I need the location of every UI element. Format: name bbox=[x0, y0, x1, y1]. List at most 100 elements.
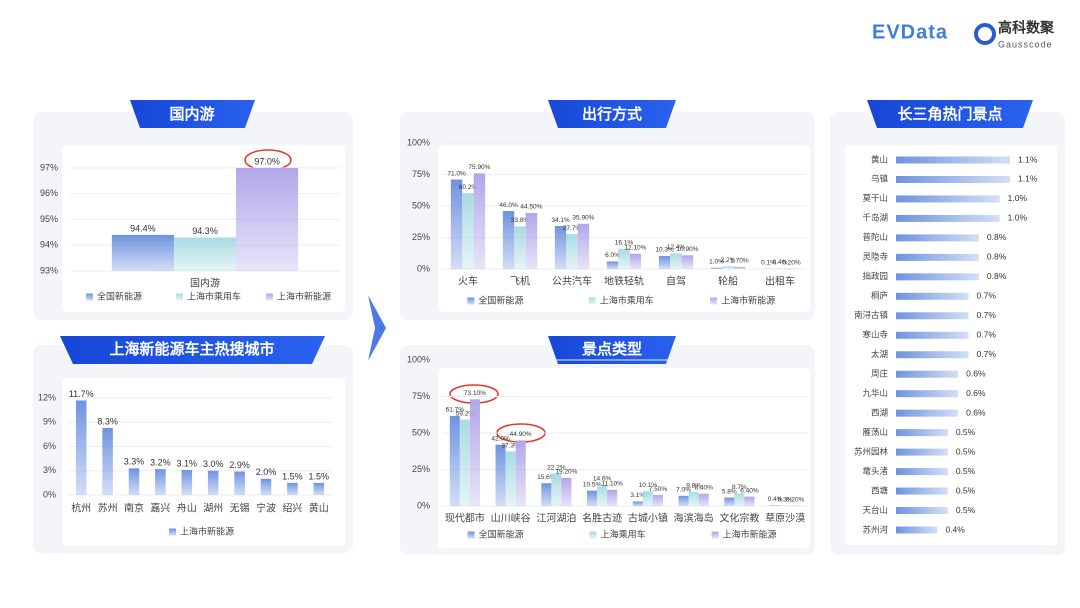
y-tick-label: 周庄 bbox=[871, 368, 889, 378]
y-tick-label: 75% bbox=[412, 391, 430, 401]
x-tick-label: 自驾 bbox=[666, 275, 686, 288]
bar bbox=[896, 429, 948, 437]
value-label: 2.9% bbox=[229, 460, 250, 470]
value-label: 15.6% bbox=[537, 474, 556, 481]
x-tick-label: 山川峡谷 bbox=[491, 512, 531, 525]
value-label: 0.7% bbox=[977, 349, 997, 359]
value-label: 12.10% bbox=[624, 244, 646, 251]
y-tick-label: 南浔古镇 bbox=[854, 310, 889, 320]
bar bbox=[632, 501, 643, 506]
bar bbox=[597, 484, 608, 506]
bar bbox=[734, 493, 745, 506]
y-tick-label: 100% bbox=[407, 354, 430, 364]
y-tick-label: 97% bbox=[40, 162, 58, 172]
value-label: 12.4% bbox=[667, 244, 686, 251]
bar bbox=[733, 266, 746, 269]
bar bbox=[515, 440, 526, 506]
value-label: 2.0% bbox=[256, 467, 277, 477]
legend-swatch bbox=[588, 297, 596, 305]
value-label: 46.0% bbox=[499, 202, 518, 209]
y-tick-label: 灵隐寺 bbox=[862, 252, 888, 262]
value-label: 3.2% bbox=[150, 458, 171, 468]
y-tick-label: 天台山 bbox=[862, 505, 888, 515]
value-label: 0.4% bbox=[945, 524, 965, 534]
value-label: 44.50% bbox=[520, 204, 542, 211]
bar bbox=[287, 482, 298, 495]
value-label: 10.90% bbox=[676, 246, 698, 253]
legend-swatch bbox=[169, 528, 176, 536]
y-tick-label: 9% bbox=[43, 417, 56, 427]
bar bbox=[710, 267, 723, 269]
y-tick-label: 3% bbox=[43, 465, 56, 475]
legend-label: 上海市乘用车 bbox=[600, 294, 654, 305]
value-label: 0.5% bbox=[956, 427, 976, 437]
value-label: 94.3% bbox=[192, 226, 218, 236]
bar bbox=[896, 448, 948, 456]
bar bbox=[652, 495, 663, 506]
bar bbox=[896, 351, 969, 359]
bar bbox=[896, 234, 979, 242]
bar bbox=[181, 469, 193, 495]
y-tick-label: 苏州河 bbox=[862, 524, 888, 534]
bar bbox=[744, 496, 755, 506]
y-tick-label: 75% bbox=[412, 169, 430, 179]
value-label: 0.7% bbox=[977, 330, 997, 340]
y-tick-label: 西湖 bbox=[871, 407, 888, 417]
value-label: 3.1% bbox=[177, 458, 198, 468]
x-tick-label: 舟山 bbox=[177, 502, 197, 515]
value-label: 44.90% bbox=[510, 431, 532, 438]
bar bbox=[896, 156, 1010, 164]
x-tick-label: 文化宗教 bbox=[719, 512, 759, 525]
banner bbox=[60, 336, 325, 364]
value-label: 3.0% bbox=[203, 459, 224, 469]
bar bbox=[587, 490, 598, 506]
value-label: 0.8% bbox=[987, 232, 1007, 242]
bar bbox=[260, 478, 272, 495]
x-tick-label: 江河湖泊 bbox=[536, 513, 576, 525]
value-label: 2.2% bbox=[721, 257, 736, 264]
value-label: 0.5% bbox=[956, 466, 976, 476]
value-label: 0.8% bbox=[987, 271, 1007, 281]
value-label: 0.20% bbox=[786, 496, 805, 503]
x-tick-label: 飞机 bbox=[510, 275, 530, 288]
value-label: 75.90% bbox=[468, 164, 490, 171]
bar bbox=[577, 223, 590, 269]
legend-label: 上海市新能源 bbox=[180, 525, 234, 536]
legend-swatch bbox=[710, 297, 718, 305]
x-tick-label: 湖州 bbox=[203, 503, 223, 515]
x-tick-label: 南京 bbox=[124, 502, 144, 515]
bar bbox=[502, 211, 515, 269]
card bbox=[438, 368, 810, 548]
bar bbox=[688, 491, 699, 506]
value-label: 0.7% bbox=[977, 310, 997, 320]
bar bbox=[102, 427, 113, 495]
banner bbox=[548, 336, 676, 364]
bar bbox=[896, 507, 948, 515]
bar bbox=[495, 444, 506, 506]
bar bbox=[234, 471, 245, 495]
value-label: 1.0% bbox=[709, 258, 724, 265]
bar bbox=[618, 248, 630, 269]
value-label: 1.1% bbox=[1018, 154, 1038, 164]
value-label: 97.0% bbox=[254, 156, 280, 166]
y-tick-label: 九华山 bbox=[862, 388, 888, 398]
y-tick-label: 0% bbox=[43, 489, 56, 499]
x-tick-label: 出租车 bbox=[765, 275, 795, 288]
value-label: 0.6% bbox=[966, 407, 986, 417]
value-label: 1.5% bbox=[309, 471, 330, 481]
value-label: 35.90% bbox=[572, 214, 594, 221]
x-tick-label: 黄山 bbox=[309, 502, 329, 515]
card bbox=[438, 145, 810, 312]
legend-label: 上海市乘用车 bbox=[187, 290, 241, 301]
x-tick-label: 绍兴 bbox=[282, 502, 302, 515]
legend-label: 全国新能源 bbox=[479, 528, 524, 539]
bar bbox=[896, 370, 959, 378]
value-label: 27.7% bbox=[563, 225, 582, 232]
y-tick-label: 100% bbox=[407, 137, 430, 147]
value-label: 60.2% bbox=[459, 184, 478, 191]
bar bbox=[770, 505, 781, 506]
brand-logo: EVData bbox=[872, 21, 948, 43]
y-tick-label: 西塘 bbox=[871, 485, 889, 495]
